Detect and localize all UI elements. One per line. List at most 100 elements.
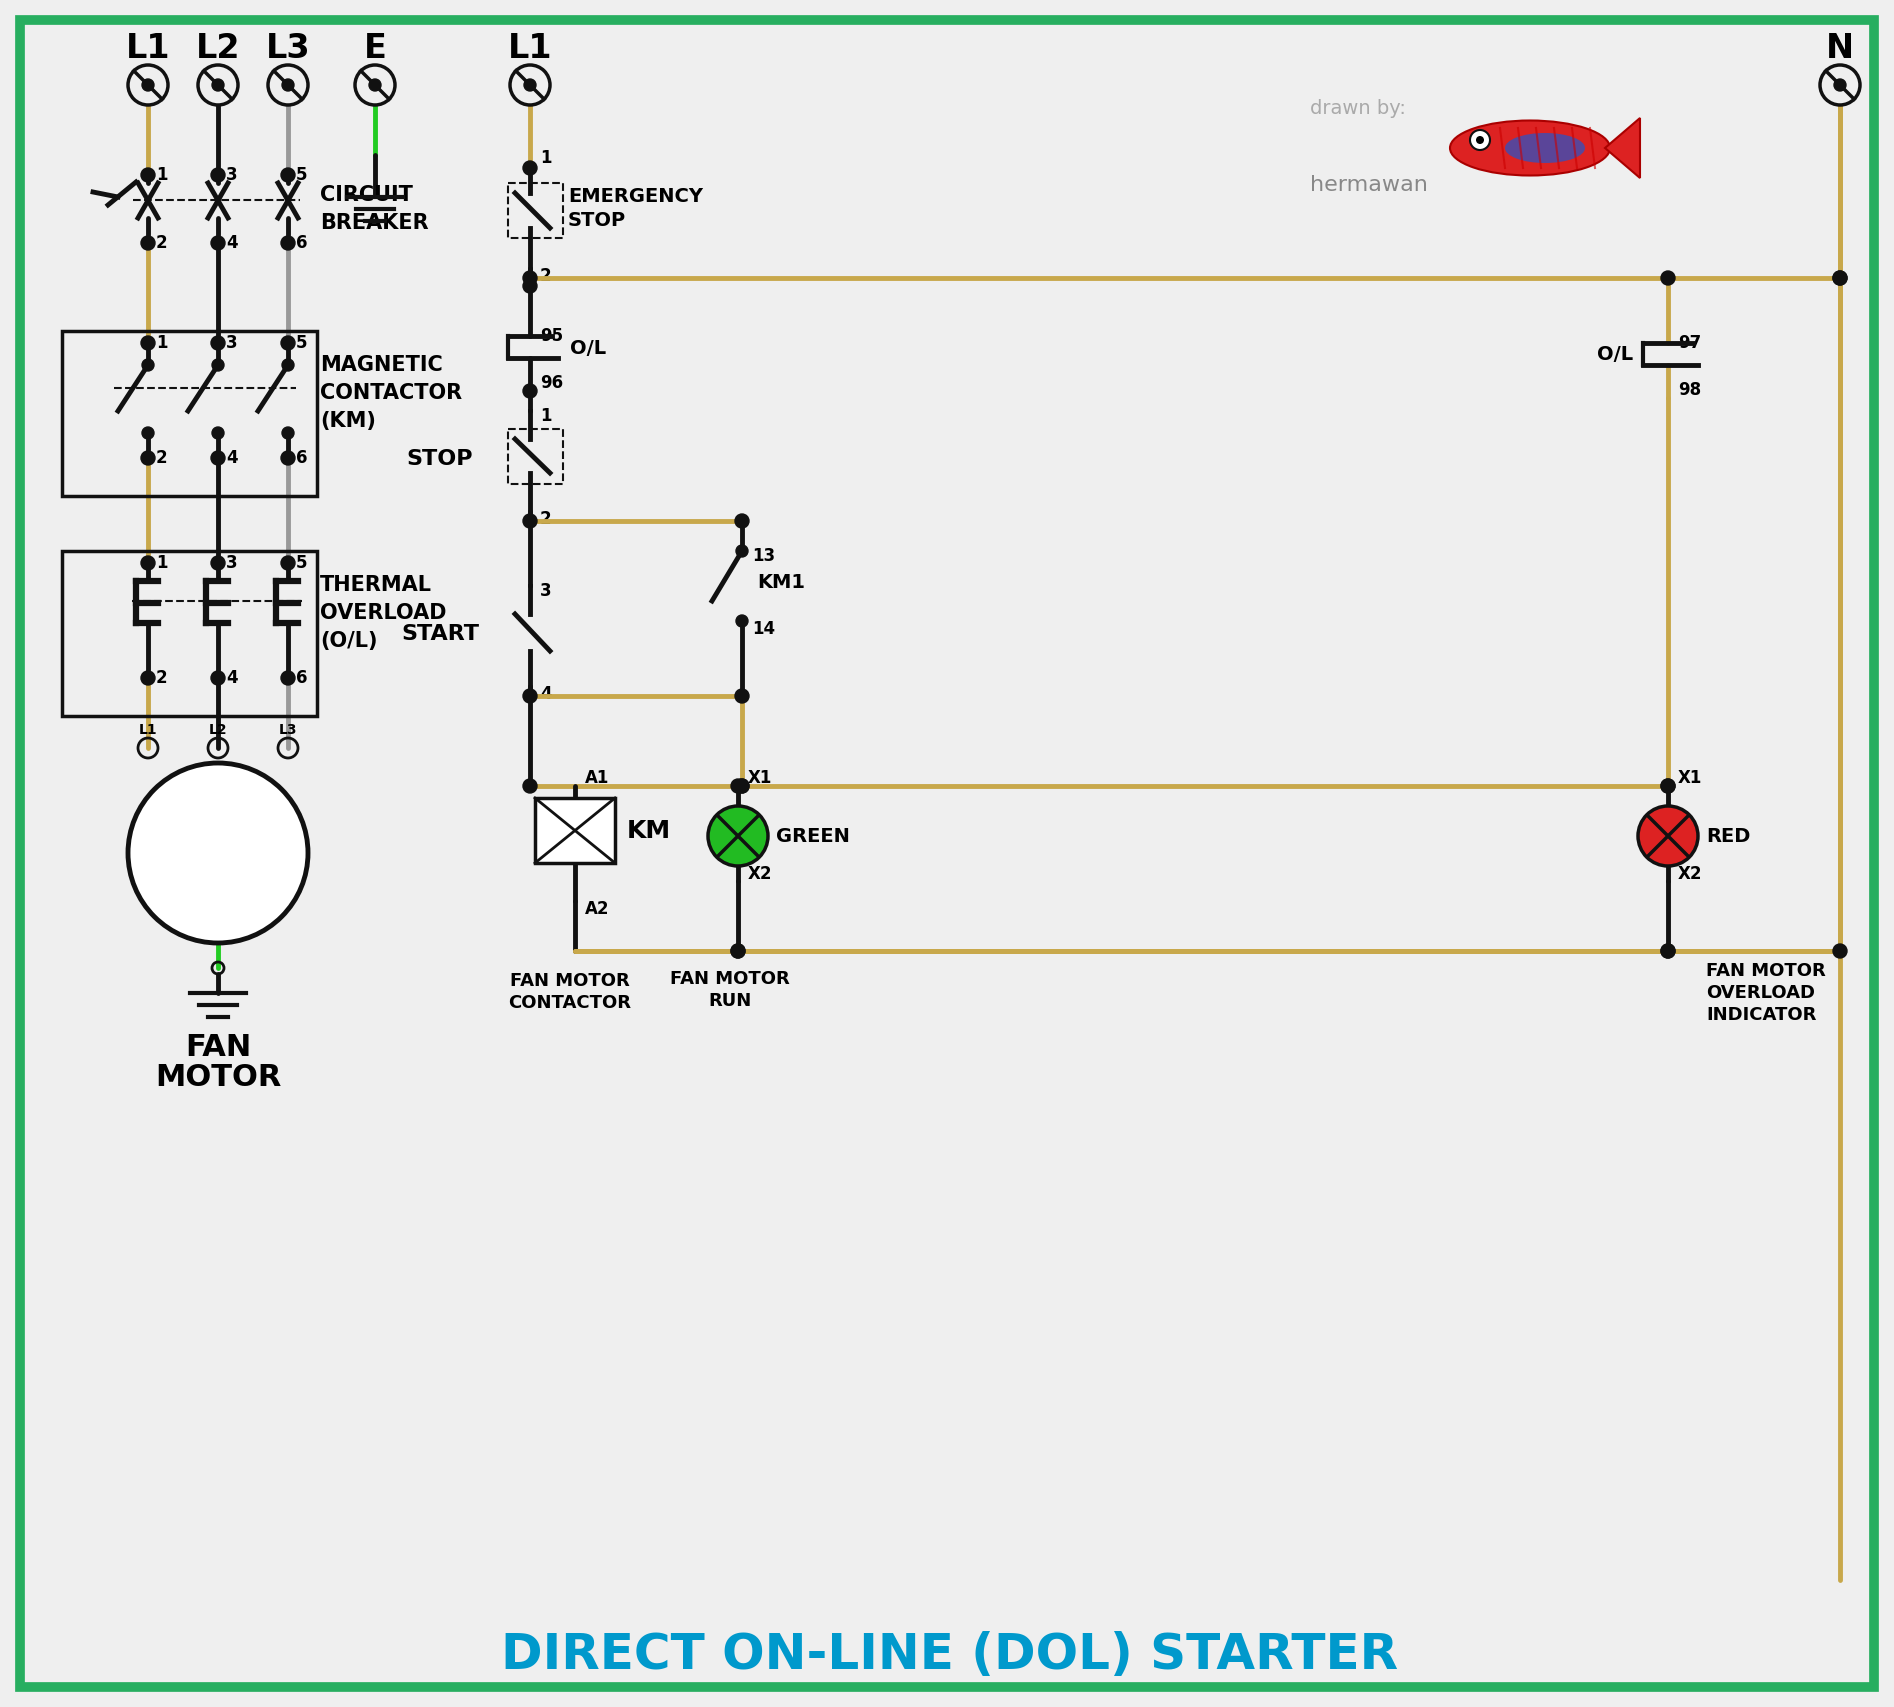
Text: 3: 3 [540, 582, 551, 599]
Text: 2: 2 [155, 449, 169, 468]
Text: THERMAL: THERMAL [320, 575, 432, 596]
Circle shape [212, 79, 223, 90]
Circle shape [735, 514, 748, 527]
Circle shape [525, 79, 536, 90]
Text: 2: 2 [155, 669, 169, 686]
Text: A2: A2 [585, 900, 610, 918]
Circle shape [708, 806, 767, 865]
Circle shape [142, 358, 153, 370]
Text: O/L: O/L [1597, 345, 1633, 365]
Circle shape [735, 778, 748, 794]
Text: 3~: 3~ [195, 862, 241, 891]
Text: drawn by:: drawn by: [1311, 99, 1405, 118]
Text: 98: 98 [1678, 381, 1701, 399]
Circle shape [1833, 271, 1847, 285]
Text: 2: 2 [540, 510, 551, 527]
Text: 2: 2 [540, 266, 551, 285]
Text: (O/L): (O/L) [320, 632, 377, 650]
Circle shape [210, 556, 225, 570]
Text: 2: 2 [155, 234, 169, 253]
Circle shape [280, 556, 295, 570]
Circle shape [142, 427, 153, 439]
Bar [508, 183, 563, 237]
Circle shape [282, 79, 294, 90]
Polygon shape [1604, 118, 1640, 178]
Circle shape [523, 384, 538, 398]
Text: FAN MOTOR: FAN MOTOR [1706, 963, 1826, 980]
Text: L1: L1 [125, 31, 170, 65]
Circle shape [523, 278, 538, 294]
Text: CONTACTOR: CONTACTOR [508, 993, 631, 1012]
Text: FAN: FAN [186, 1033, 252, 1062]
Circle shape [523, 778, 538, 794]
Circle shape [523, 514, 538, 527]
Circle shape [1470, 130, 1491, 150]
Text: START: START [402, 625, 479, 644]
Circle shape [731, 944, 744, 958]
Circle shape [140, 336, 155, 350]
Text: 1: 1 [540, 406, 551, 425]
Text: 5: 5 [295, 166, 307, 184]
Text: 1: 1 [155, 555, 167, 572]
Text: 4: 4 [225, 234, 237, 253]
Text: GREEN: GREEN [777, 826, 850, 845]
Text: 95: 95 [540, 328, 563, 345]
Text: 6: 6 [295, 234, 307, 253]
Circle shape [523, 690, 538, 703]
Circle shape [1638, 806, 1699, 865]
Text: 4: 4 [225, 449, 237, 468]
Circle shape [1661, 778, 1674, 794]
Text: L3: L3 [265, 31, 311, 65]
Text: 1: 1 [155, 166, 167, 184]
Text: L1: L1 [138, 724, 157, 737]
Circle shape [1661, 778, 1674, 794]
Circle shape [280, 671, 295, 685]
Circle shape [1833, 79, 1847, 90]
Text: CONTACTOR: CONTACTOR [320, 382, 462, 403]
Text: 3: 3 [225, 335, 237, 352]
Circle shape [282, 358, 294, 370]
Circle shape [142, 79, 153, 90]
Circle shape [737, 545, 748, 556]
Circle shape [140, 236, 155, 249]
Text: 5: 5 [295, 555, 307, 572]
Circle shape [1820, 65, 1860, 106]
Text: 14: 14 [752, 620, 775, 638]
Ellipse shape [1506, 133, 1585, 162]
Bar [534, 797, 616, 864]
Text: CIRCUIT: CIRCUIT [320, 184, 413, 205]
Text: X1: X1 [748, 768, 773, 787]
Text: X2: X2 [1678, 865, 1703, 883]
Text: 1: 1 [540, 149, 551, 167]
Circle shape [210, 451, 225, 464]
Circle shape [731, 778, 744, 794]
Text: 97: 97 [1678, 335, 1701, 352]
Bar [63, 331, 316, 497]
Circle shape [280, 451, 295, 464]
Text: RED: RED [1706, 826, 1750, 845]
Text: 13: 13 [752, 546, 775, 565]
Bar [508, 428, 563, 485]
Circle shape [1661, 944, 1674, 958]
Ellipse shape [1451, 121, 1610, 176]
Text: L1: L1 [508, 31, 553, 65]
Text: STOP: STOP [568, 210, 627, 229]
Text: M: M [193, 811, 242, 859]
Text: L3: L3 [278, 724, 297, 737]
Text: 4: 4 [540, 685, 551, 703]
Circle shape [140, 671, 155, 685]
Circle shape [523, 160, 538, 176]
Circle shape [280, 167, 295, 183]
Text: X2: X2 [748, 865, 773, 883]
Text: INDICATOR: INDICATOR [1706, 1005, 1816, 1024]
Circle shape [212, 358, 223, 370]
Circle shape [1833, 271, 1847, 285]
Bar [63, 551, 316, 715]
Text: OVERLOAD: OVERLOAD [320, 603, 447, 623]
Text: L2: L2 [195, 31, 241, 65]
Circle shape [210, 336, 225, 350]
Text: MAGNETIC: MAGNETIC [320, 355, 443, 376]
Circle shape [509, 65, 549, 106]
Text: 6: 6 [295, 669, 307, 686]
Circle shape [210, 167, 225, 183]
